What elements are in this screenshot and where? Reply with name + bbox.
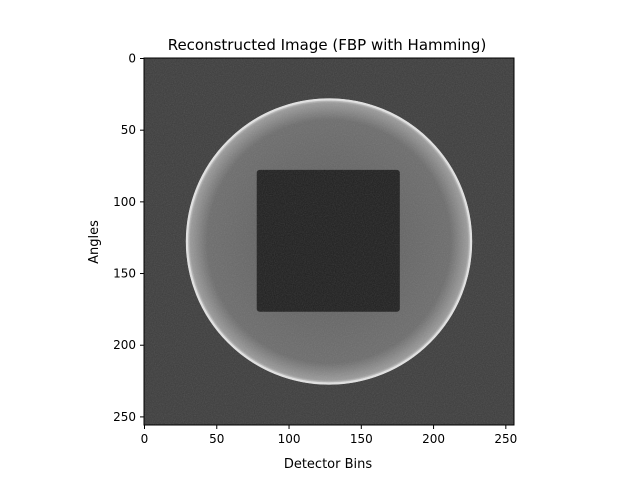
y-tick-label: 200 bbox=[113, 338, 136, 352]
y-tick-label: 150 bbox=[113, 267, 136, 281]
reconstructed-image bbox=[144, 58, 514, 425]
figure-title: Reconstructed Image (FBP with Hamming) bbox=[168, 36, 487, 54]
x-tick-label: 0 bbox=[141, 432, 149, 446]
y-axis-ticks: 0 50 100 150 200 250 bbox=[113, 52, 144, 424]
x-tick-label: 100 bbox=[278, 432, 301, 446]
y-tick-label: 100 bbox=[113, 195, 136, 209]
axes-frame bbox=[143, 57, 515, 426]
x-tick-label: 50 bbox=[209, 432, 224, 446]
x-axis-ticks: 0 50 100 150 200 250 bbox=[141, 425, 517, 446]
y-axis-label: Angles bbox=[87, 220, 102, 264]
reconstruction-noise bbox=[144, 58, 514, 425]
x-tick-label: 200 bbox=[422, 432, 445, 446]
x-axis-label: Detector Bins bbox=[284, 457, 373, 472]
y-tick-label: 0 bbox=[128, 52, 136, 66]
x-tick-label: 250 bbox=[494, 432, 517, 446]
y-tick-label: 50 bbox=[121, 123, 136, 137]
x-tick-label: 150 bbox=[350, 432, 373, 446]
y-tick-label: 250 bbox=[113, 410, 136, 424]
